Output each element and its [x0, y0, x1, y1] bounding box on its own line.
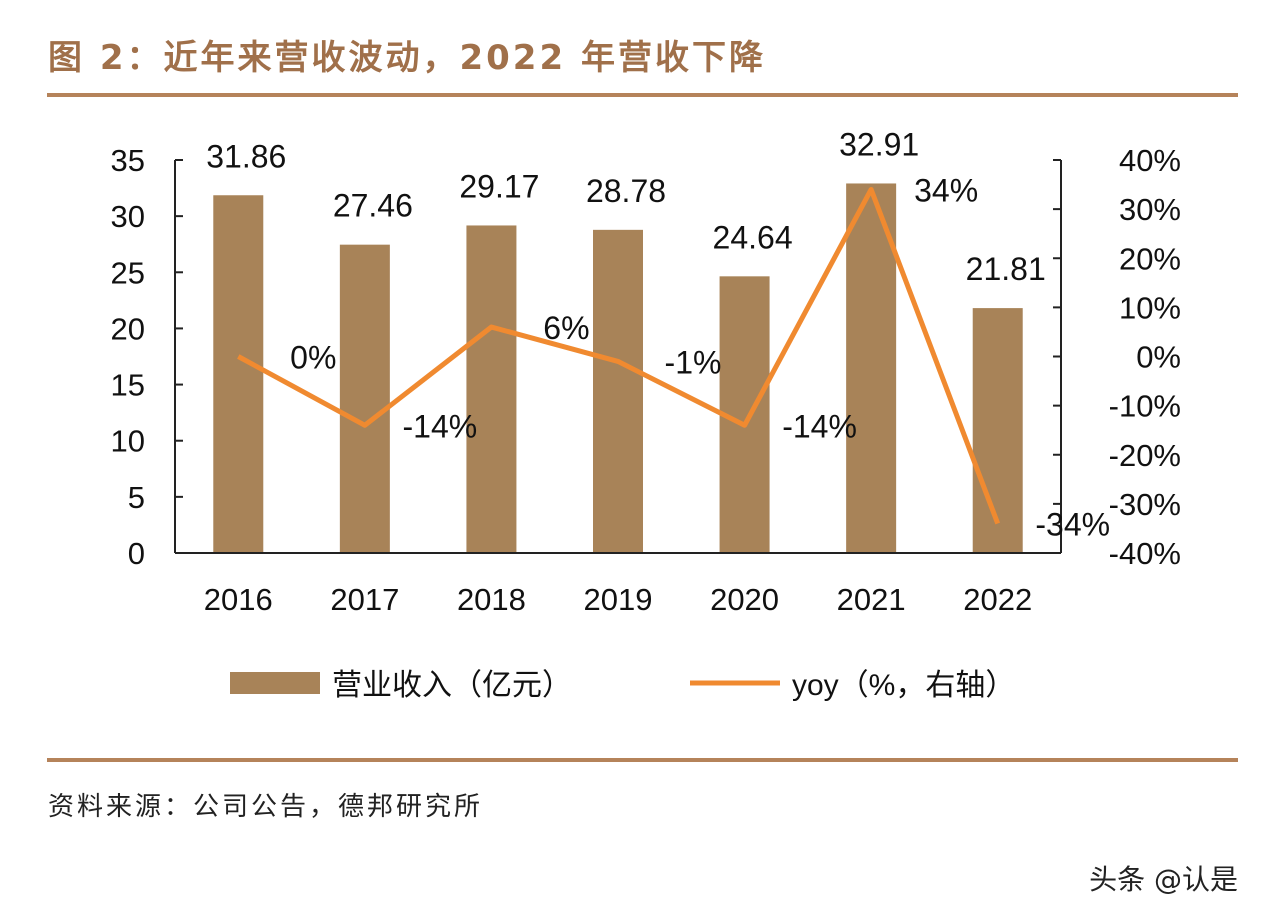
bottom-divider: [47, 758, 1238, 762]
bar-2016: [213, 195, 264, 553]
x-tick-label: 2019: [584, 582, 653, 617]
left-tick-label: 20: [111, 311, 145, 346]
yoy-value-label: 6%: [543, 310, 589, 346]
right-tick-label: 40%: [1119, 143, 1181, 178]
left-tick-label: 25: [111, 255, 145, 290]
right-tick-label: 10%: [1119, 290, 1181, 325]
x-tick-label: 2018: [457, 582, 526, 617]
yoy-value-label: 0%: [290, 340, 336, 376]
bar-2022: [972, 308, 1023, 553]
left-tick-label: 10: [111, 424, 145, 459]
yoy-value-label: 34%: [914, 172, 978, 208]
legend-bar-swatch: [230, 672, 320, 694]
left-tick-label: 30: [111, 199, 145, 234]
right-tick-label: -20%: [1109, 438, 1181, 473]
yoy-value-label: -14%: [403, 408, 478, 444]
x-tick-label: 2022: [963, 582, 1032, 617]
right-tick-label: -30%: [1109, 487, 1181, 522]
bar-2021: [846, 183, 897, 553]
left-tick-label: 35: [111, 143, 145, 178]
right-tick-label: -40%: [1109, 536, 1181, 571]
top-divider: [47, 93, 1238, 97]
bar-2017: [339, 244, 390, 553]
left-tick-label: 15: [111, 368, 145, 403]
yoy-value-label: -34%: [1035, 507, 1110, 543]
x-tick-label: 2021: [837, 582, 906, 617]
watermark: 头条 @认是: [1089, 863, 1238, 896]
bar-value-label: 32.91: [839, 126, 919, 162]
x-tick-label: 2016: [204, 582, 273, 617]
x-tick-label: 2020: [710, 582, 779, 617]
yoy-value-label: -14%: [782, 408, 857, 444]
left-tick-label: 5: [128, 480, 145, 515]
bar-value-label: 27.46: [333, 188, 413, 224]
bar-value-label: 29.17: [459, 168, 539, 204]
figure-title: 图 2：近年来营收波动，2022 年营收下降: [48, 38, 766, 78]
bar-value-label: 31.86: [206, 138, 286, 174]
x-tick-label: 2017: [330, 582, 399, 617]
source-note: 资料来源：公司公告，德邦研究所: [48, 792, 484, 822]
left-tick-label: 0: [128, 536, 145, 571]
right-tick-label: 30%: [1119, 192, 1181, 227]
right-tick-label: -10%: [1109, 389, 1181, 424]
legend-line-label: yoy（%，右轴）: [792, 669, 1015, 702]
right-tick-label: 0%: [1136, 340, 1181, 375]
bar-2018: [466, 225, 517, 553]
right-tick-label: 20%: [1119, 241, 1181, 276]
legend-bar-label: 营业收入（亿元）: [332, 669, 572, 702]
bar-value-label: 28.78: [586, 173, 666, 209]
bar-value-label: 21.81: [966, 251, 1046, 287]
yoy-value-label: -1%: [665, 344, 722, 380]
bar-value-label: 24.64: [713, 219, 793, 255]
bar-2019: [593, 229, 643, 553]
